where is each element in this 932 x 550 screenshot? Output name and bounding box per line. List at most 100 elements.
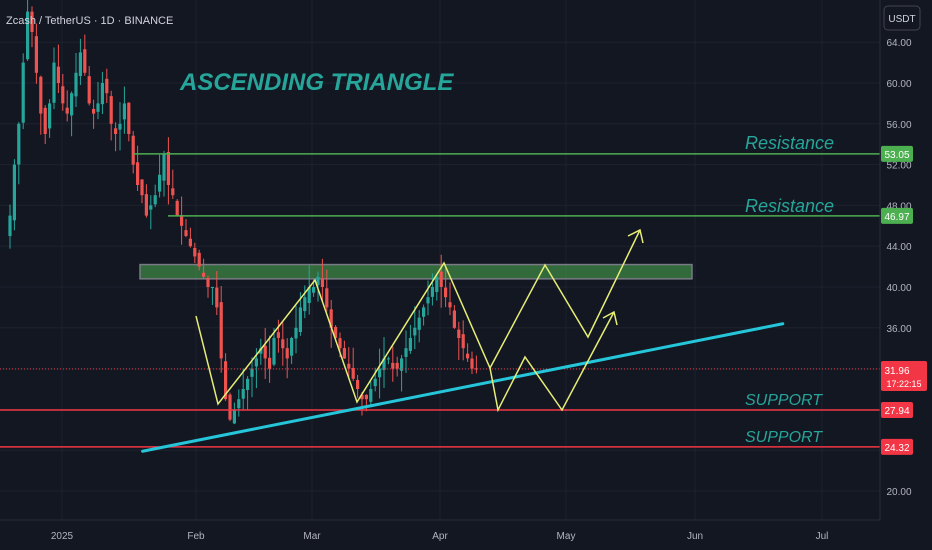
candle-body[interactable] <box>294 327 298 339</box>
candle-body[interactable] <box>263 345 267 359</box>
candle-body[interactable] <box>122 103 126 120</box>
candle-body[interactable] <box>162 154 166 181</box>
candle-body[interactable] <box>290 338 294 356</box>
candle-body[interactable] <box>171 188 175 196</box>
candle-body[interactable] <box>316 276 320 286</box>
candle-body[interactable] <box>219 302 223 359</box>
candle-body[interactable] <box>83 49 87 73</box>
candle-body[interactable] <box>30 11 34 32</box>
candle-body[interactable] <box>39 76 43 114</box>
candle-body[interactable] <box>70 93 74 116</box>
candle-body[interactable] <box>325 288 329 308</box>
candle-body[interactable] <box>237 399 241 409</box>
candle-body[interactable] <box>149 205 153 210</box>
candle-body[interactable] <box>87 76 91 104</box>
candle-body[interactable] <box>364 394 368 400</box>
candle-body[interactable] <box>369 389 373 402</box>
candle-body[interactable] <box>312 287 316 293</box>
currency-button-label[interactable]: USDT <box>888 14 915 25</box>
candle-body[interactable] <box>224 361 228 400</box>
candle-body[interactable] <box>12 164 16 221</box>
candle-body[interactable] <box>356 379 360 389</box>
candle-body[interactable] <box>118 123 122 130</box>
candlestick-series[interactable] <box>8 0 478 425</box>
candle-body[interactable] <box>276 332 280 338</box>
candle-body[interactable] <box>206 277 210 287</box>
candle-body[interactable] <box>241 389 245 399</box>
candle-body[interactable] <box>153 195 157 205</box>
candle-body[interactable] <box>61 86 65 104</box>
projection-paths[interactable] <box>195 228 644 413</box>
candle-body[interactable] <box>382 358 386 371</box>
candle-body[interactable] <box>338 338 342 349</box>
candle-body[interactable] <box>254 358 258 367</box>
candle-body[interactable] <box>329 309 333 328</box>
candle-body[interactable] <box>408 338 412 351</box>
candle-body[interactable] <box>448 302 452 308</box>
candle-body[interactable] <box>400 358 404 371</box>
projection-zigzag-alt[interactable] <box>489 311 615 413</box>
candle-body[interactable] <box>457 329 461 338</box>
candle-body[interactable] <box>285 348 289 359</box>
candle-body[interactable] <box>351 367 355 379</box>
candle-body[interactable] <box>444 287 448 298</box>
candle-body[interactable] <box>466 353 470 359</box>
candle-body[interactable] <box>386 358 390 360</box>
resistance-zone[interactable] <box>139 263 693 280</box>
candle-body[interactable] <box>298 307 302 333</box>
candle-body[interactable] <box>180 215 184 226</box>
candle-body[interactable] <box>78 52 82 77</box>
candle-body[interactable] <box>175 200 179 216</box>
candle-body[interactable] <box>413 327 417 336</box>
candle-body[interactable] <box>74 72 78 97</box>
candle-body[interactable] <box>34 36 38 73</box>
candle-body[interactable] <box>166 151 170 185</box>
candle-body[interactable] <box>246 378 250 390</box>
candle-body[interactable] <box>378 368 382 378</box>
candle-body[interactable] <box>232 409 236 424</box>
candle-body[interactable] <box>127 102 131 134</box>
candle-body[interactable] <box>17 123 21 165</box>
candle-body[interactable] <box>268 357 272 369</box>
candle-body[interactable] <box>320 279 324 287</box>
time-axis[interactable]: 2025 Feb Mar Apr May Jun Jul <box>51 531 829 542</box>
candle-body[interactable] <box>56 66 60 83</box>
candle-body[interactable] <box>43 107 47 134</box>
candle-body[interactable] <box>272 338 276 365</box>
candle-body[interactable] <box>197 252 201 267</box>
candle-body[interactable] <box>373 378 377 387</box>
candle-body[interactable] <box>92 108 96 114</box>
candle-body[interactable] <box>48 103 52 129</box>
projection-zigzag-main[interactable] <box>195 229 641 406</box>
candle-body[interactable] <box>52 62 56 103</box>
candle-body[interactable] <box>65 107 69 114</box>
candle-body[interactable] <box>109 96 113 124</box>
candle-body[interactable] <box>114 128 118 134</box>
candle-body[interactable] <box>144 194 148 216</box>
candle-body[interactable] <box>158 174 162 192</box>
candle-body[interactable] <box>360 394 364 400</box>
candle-body[interactable] <box>404 348 408 357</box>
candle-body[interactable] <box>439 271 443 287</box>
candle-body[interactable] <box>395 362 399 369</box>
candle-body[interactable] <box>461 334 465 349</box>
candle-body[interactable] <box>131 135 135 165</box>
candle-body[interactable] <box>210 287 214 289</box>
candle-body[interactable] <box>140 179 144 196</box>
candle-body[interactable] <box>391 362 395 369</box>
candle-body[interactable] <box>435 276 439 293</box>
candle-body[interactable] <box>188 238 192 247</box>
candle-body[interactable] <box>422 307 426 317</box>
candle-body[interactable] <box>430 287 434 297</box>
candle-body[interactable] <box>26 11 30 60</box>
currency-button-frame[interactable] <box>883 5 921 31</box>
candle-body[interactable] <box>193 247 197 257</box>
candle-body[interactable] <box>250 368 254 377</box>
candle-body[interactable] <box>303 297 307 312</box>
ascending-trendline[interactable] <box>141 322 785 453</box>
candle-body[interactable] <box>21 62 25 123</box>
candle-body[interactable] <box>259 348 263 354</box>
candle-body[interactable] <box>215 287 219 308</box>
currency-button[interactable]: USDT <box>883 5 921 31</box>
